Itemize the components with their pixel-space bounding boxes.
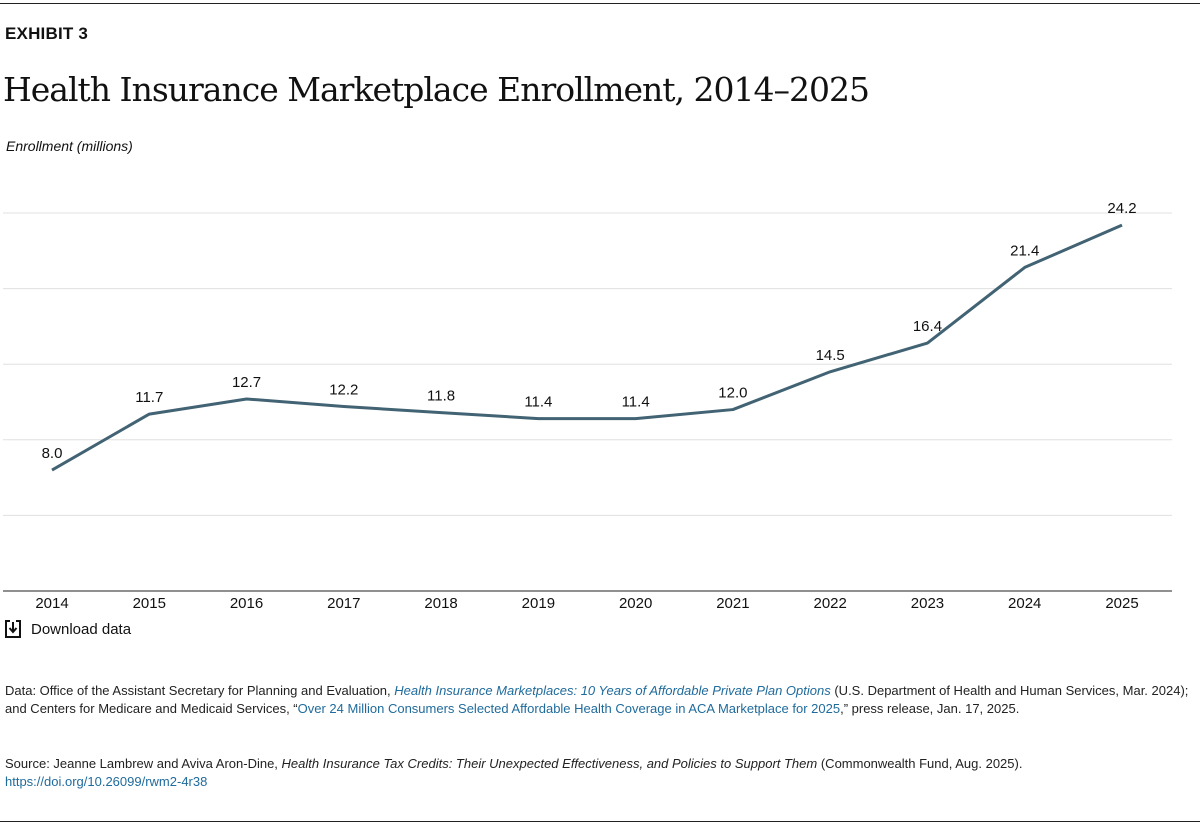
data-label: 24.2: [1107, 200, 1136, 217]
data-label: 16.4: [913, 318, 942, 335]
line-chart: 2014 2015 2016 2017 2018 2019 2020 2021 2022 2023…: [3, 200, 1172, 612]
data-label: 12.7: [232, 374, 261, 391]
source-title: Health Insurance Tax Credits: Their Unex…: [281, 756, 818, 771]
x-tick-label: 2021: [716, 595, 749, 612]
download-data-button[interactable]: Download data: [5, 620, 131, 638]
data-label: 8.0: [42, 445, 63, 462]
x-tick-label: 2025: [1105, 595, 1138, 612]
download-label: Download data: [31, 620, 132, 638]
enrollment-line: [51, 223, 1123, 472]
x-tick-label: 2020: [619, 595, 652, 612]
data-note-mid: (U.S. Department of Health and Human Ser…: [5, 683, 1189, 716]
data-label: 14.5: [816, 347, 845, 364]
x-tick-label: 2024: [1008, 595, 1041, 612]
top-rule: [0, 3, 1200, 4]
data-label: 11.7: [135, 389, 163, 406]
data-note-suffix: ,” press release, Jan. 17, 2025.: [840, 701, 1020, 716]
data-note: Data: Office of the Assistant Secretary …: [5, 682, 1195, 718]
x-tick-label: 2022: [813, 595, 846, 612]
x-tick-label: 2015: [133, 595, 166, 612]
data-label: 12.2: [329, 382, 358, 399]
data-label: 12.0: [718, 385, 747, 402]
x-tick-label: 2018: [424, 595, 457, 612]
source-suffix: (Commonwealth Fund, Aug. 2025).: [817, 756, 1023, 771]
chart-title: Health Insurance Marketplace Enrollment,…: [3, 70, 870, 109]
x-tick-label: 2016: [230, 595, 263, 612]
x-tick-label: 2019: [522, 595, 555, 612]
data-label: 11.8: [427, 388, 455, 405]
data-label: 11.4: [524, 394, 552, 411]
data-label: 21.4: [1010, 242, 1039, 259]
data-label: 11.4: [622, 394, 650, 411]
aspe-report-link[interactable]: Health Insurance Marketplaces: 10 Years …: [394, 683, 831, 698]
download-icon: [5, 620, 21, 638]
cms-press-release-link[interactable]: Over 24 Million Consumers Selected Affor…: [297, 701, 841, 716]
doi-link[interactable]: https://doi.org/10.26099/rwm2-4r38: [5, 774, 208, 789]
x-tick-label: 2014: [35, 595, 68, 612]
y-axis-label: Enrollment (millions): [6, 138, 133, 154]
exhibit-label: EXHIBIT 3: [5, 24, 89, 43]
data-note-prefix: Data: Office of the Assistant Secretary …: [5, 683, 395, 698]
source-note: Source: Jeanne Lambrew and Aviva Aron-Di…: [5, 755, 1195, 791]
bottom-rule: [0, 821, 1200, 822]
x-tick-label: 2017: [327, 595, 360, 612]
source-prefix: Source: Jeanne Lambrew and Aviva Aron-Di…: [5, 756, 282, 771]
x-tick-label: 2023: [911, 595, 944, 612]
